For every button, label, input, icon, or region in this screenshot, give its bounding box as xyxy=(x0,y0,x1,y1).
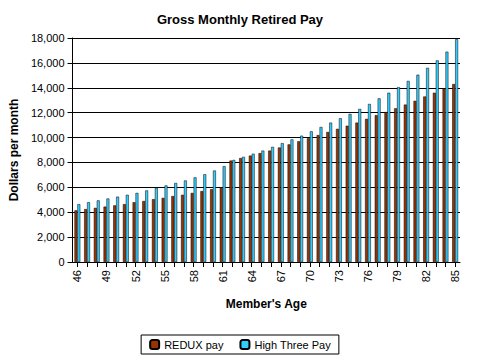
svg-text:Member's Age: Member's Age xyxy=(226,297,307,311)
svg-text:64: 64 xyxy=(246,270,258,282)
svg-text:55: 55 xyxy=(159,270,171,282)
svg-text:46: 46 xyxy=(71,270,83,282)
svg-text:10,000: 10,000 xyxy=(31,132,65,144)
svg-text:4,000: 4,000 xyxy=(37,206,65,218)
svg-text:8,000: 8,000 xyxy=(37,156,65,168)
svg-text:67: 67 xyxy=(275,270,287,282)
svg-text:High Three Pay: High Three Pay xyxy=(254,339,331,351)
svg-text:14,000: 14,000 xyxy=(31,82,65,94)
svg-text:61: 61 xyxy=(217,270,229,282)
svg-text:85: 85 xyxy=(449,270,461,282)
svg-text:70: 70 xyxy=(304,270,316,282)
svg-text:82: 82 xyxy=(420,270,432,282)
svg-text:76: 76 xyxy=(362,270,374,282)
svg-text:6,000: 6,000 xyxy=(37,181,65,193)
svg-text:79: 79 xyxy=(391,270,403,282)
svg-text:16,000: 16,000 xyxy=(31,57,65,69)
svg-text:REDUX pay: REDUX pay xyxy=(164,339,224,351)
svg-text:12,000: 12,000 xyxy=(31,107,65,119)
svg-text:18,000: 18,000 xyxy=(31,32,65,44)
svg-text:0: 0 xyxy=(58,256,64,268)
svg-text:52: 52 xyxy=(130,270,142,282)
svg-text:Dollars per month: Dollars per month xyxy=(7,99,21,202)
svg-text:Gross Monthly Retired Pay: Gross Monthly Retired Pay xyxy=(157,12,324,27)
svg-text:2,000: 2,000 xyxy=(37,231,65,243)
svg-text:73: 73 xyxy=(333,270,345,282)
svg-text:49: 49 xyxy=(100,270,112,282)
svg-text:58: 58 xyxy=(188,270,200,282)
